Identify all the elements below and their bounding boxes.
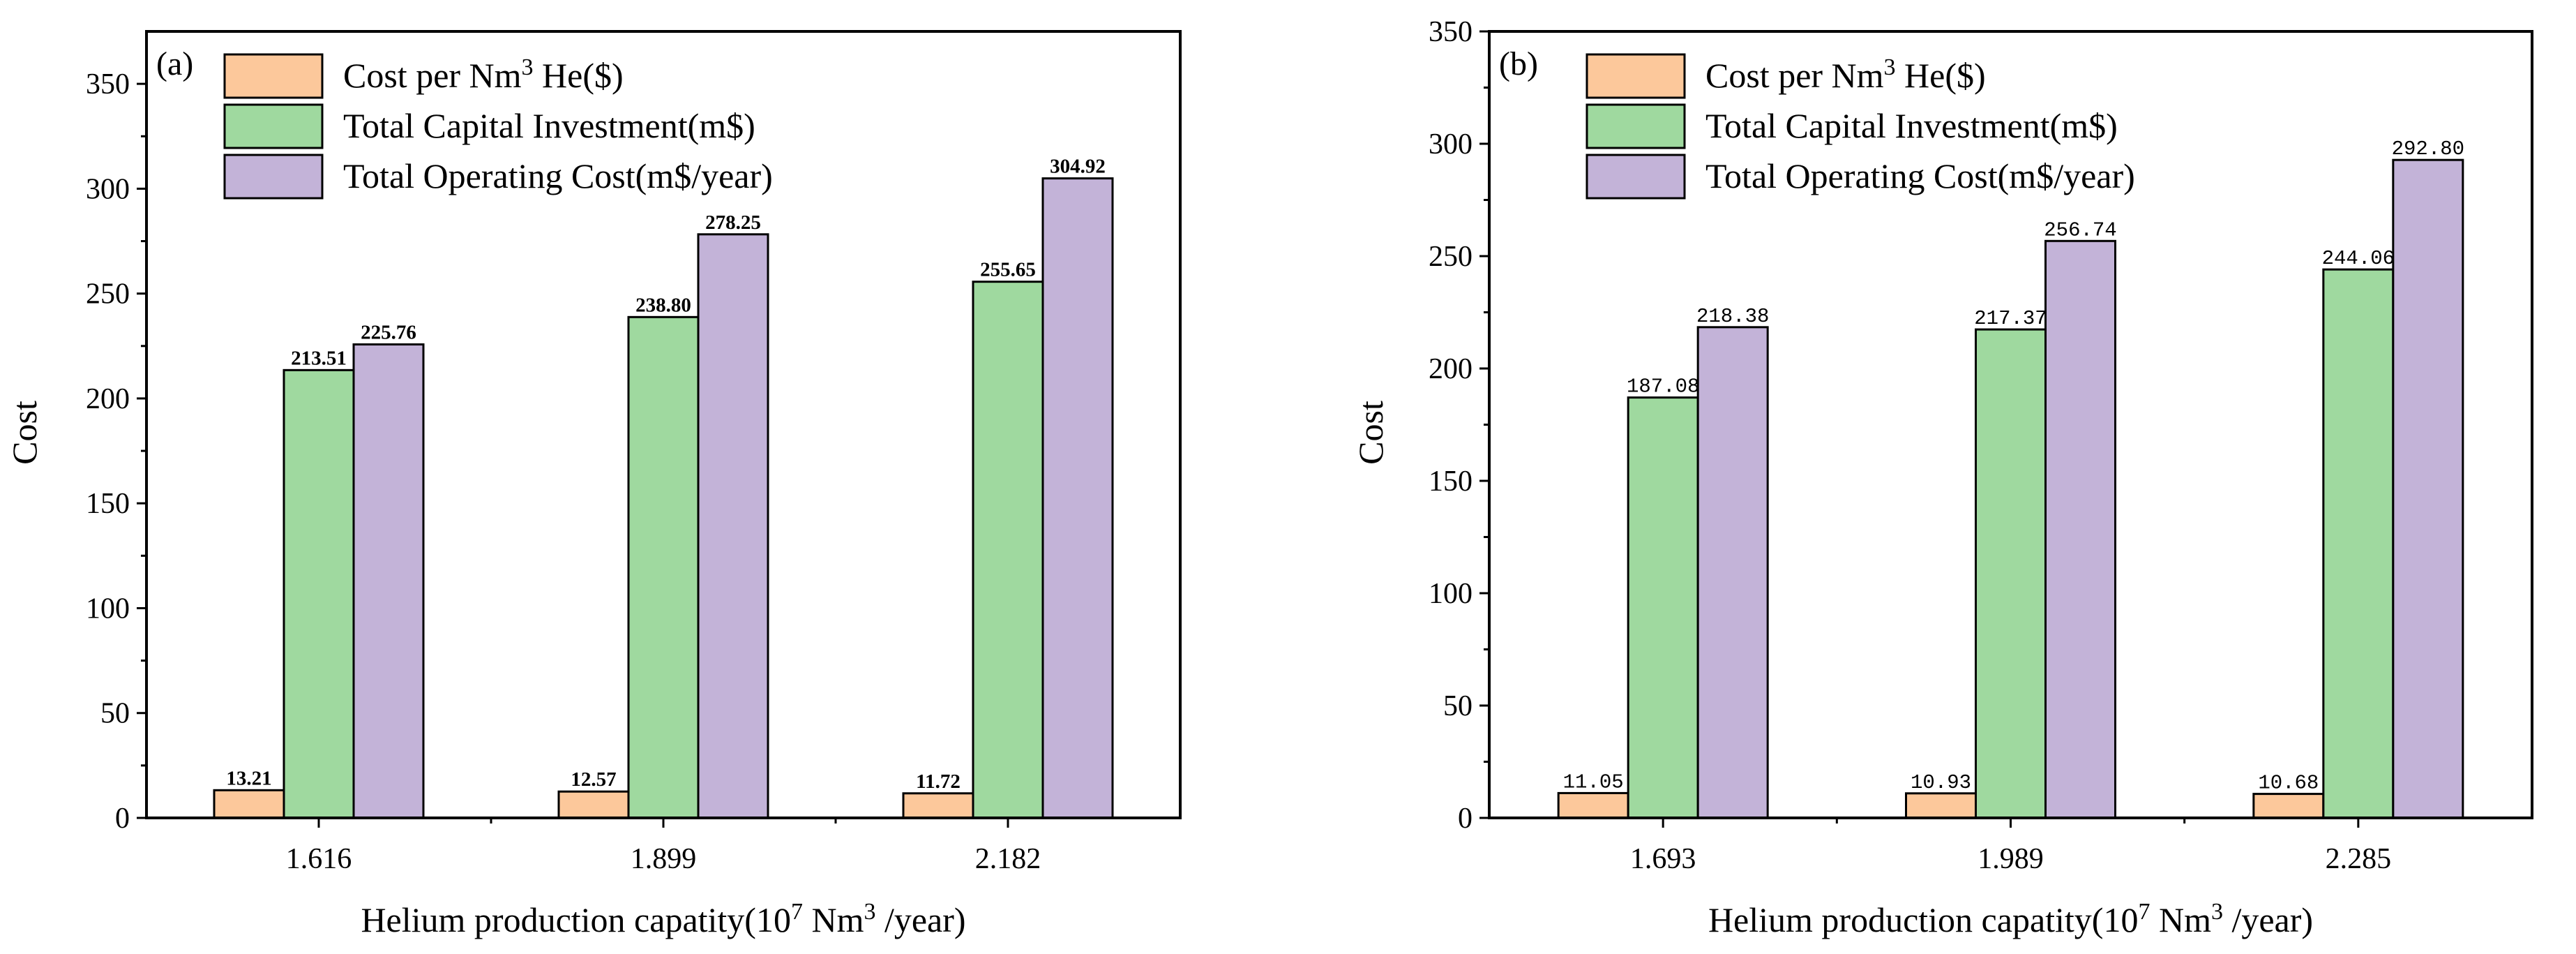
bar-cost-3 [2252, 793, 2325, 819]
x-axis-title: Helium production capatity(107 Nm3 /year… [1708, 899, 2313, 939]
bar-capital-2 [627, 315, 700, 819]
x-axis-title-mid: Nm [803, 900, 864, 939]
bar-capital-2 [1975, 328, 2047, 819]
bar-operating-2 [2044, 239, 2116, 819]
x-axis-title-post: /year) [2223, 900, 2313, 939]
data-label: 255.65 [980, 259, 1036, 281]
data-label: 225.76 [361, 322, 416, 344]
x-tick-label: 2.285 [2326, 843, 2392, 875]
y-tick-label: 50 [1443, 690, 1472, 722]
bar-cost-1 [213, 789, 285, 819]
legend-label-sup: 3 [522, 54, 534, 80]
data-label: 213.51 [291, 347, 347, 369]
legend-swatch-cost [223, 53, 324, 99]
data-label: 218.38 [1696, 305, 1769, 328]
data-label: 238.80 [635, 294, 691, 316]
bar-operating-3 [1041, 177, 1114, 819]
x-axis-title-sup: 3 [864, 899, 875, 925]
x-axis-title-pre: Helium production capatity(10 [1708, 900, 2139, 939]
bar-operating-3 [2392, 158, 2464, 819]
x-tick-label: 1.693 [1630, 843, 1696, 875]
y-tick-label: 0 [115, 803, 130, 835]
legend-swatch-cost [1585, 53, 1686, 99]
legend-label: Cost per Nm3 He($) [343, 54, 624, 95]
data-label: 13.21 [226, 767, 271, 789]
panel-label: (b) [1499, 45, 1538, 82]
y-tick-label: 100 [1429, 578, 1472, 610]
bar-cost-2 [1905, 792, 1977, 819]
bar-operating-1 [352, 343, 425, 819]
legend-label-sup: 3 [1884, 54, 1896, 80]
y-axis-title: Cost [5, 401, 44, 465]
x-axis-title-sup: 7 [791, 899, 803, 925]
legend-label-main: Total Capital Investment(m$) [1705, 106, 2118, 145]
y-tick-label: 150 [86, 488, 130, 520]
data-label: 278.25 [705, 211, 761, 234]
bar-cost-3 [902, 792, 974, 819]
x-axis-title-sup: 3 [2211, 899, 2223, 925]
data-label: 10.93 [1911, 771, 1971, 794]
data-label: 12.57 [571, 768, 616, 791]
y-tick-label: 350 [1429, 16, 1472, 48]
x-tick-label: 2.182 [975, 843, 1041, 875]
legend-label-main: Cost per Nm [1705, 56, 1884, 95]
data-label: 244.06 [2322, 247, 2395, 270]
x-tick-label: 1.989 [1978, 843, 2044, 875]
y-tick-label: 0 [1458, 803, 1472, 835]
x-axis-title-post: /year) [875, 900, 965, 939]
y-tick-label: 100 [86, 592, 130, 625]
bar-capital-3 [2322, 268, 2395, 819]
x-axis-title-pre: Helium production capatity(10 [361, 900, 791, 939]
legend-label-main: Total Operating Cost(m$/year) [343, 156, 773, 195]
y-tick-label: 250 [86, 278, 130, 311]
legend-label: Total Operating Cost(m$/year) [1705, 156, 2135, 195]
legend-label: Total Capital Investment(m$) [1705, 106, 2118, 145]
x-axis-title-sup: 7 [2138, 899, 2150, 925]
data-label: 11.72 [916, 770, 961, 793]
chart-panel-b: 11.05 10.93 10.68 187.08 217.37 244.06 218.38 2… [1351, 16, 2533, 939]
y-tick-label: 200 [86, 383, 130, 415]
legend-swatch-operating [223, 154, 324, 200]
chart-panel-a: 13.21 12.57 11.72 213.51 238.80 255.65 225.76 2… [5, 30, 1182, 939]
data-label: 217.37 [1974, 307, 2047, 330]
data-label: 256.74 [2044, 218, 2116, 241]
legend-swatch-capital [223, 103, 324, 149]
bar-operating-2 [697, 233, 769, 819]
legend-label-tail: He($) [534, 56, 624, 95]
bar-cost-1 [1557, 791, 1629, 819]
x-axis-title: Helium production capatity(107 Nm3 /year… [361, 899, 965, 939]
y-tick-label: 300 [1429, 128, 1472, 161]
bar-capital-3 [972, 281, 1044, 819]
y-axis-title: Cost [1351, 401, 1390, 465]
x-axis-title-mid: Nm [2150, 900, 2211, 939]
legend-swatch-operating [1585, 154, 1686, 200]
bar-cost-2 [557, 790, 630, 819]
legend-label-main: Total Operating Cost(m$/year) [1705, 156, 2135, 195]
y-tick-label: 200 [1429, 353, 1472, 385]
data-label: 10.68 [2258, 772, 2319, 795]
bar-operating-1 [1696, 326, 1769, 819]
legend-label: Total Capital Investment(m$) [343, 106, 755, 145]
legend-label: Cost per Nm3 He($) [1705, 54, 1986, 95]
y-tick-label: 350 [86, 68, 130, 100]
legend-label-tail: He($) [1896, 56, 1986, 95]
data-label: 304.92 [1050, 156, 1106, 178]
y-tick-label: 300 [86, 173, 130, 205]
y-tick-label: 250 [1429, 241, 1472, 273]
y-tick-label: 50 [100, 698, 130, 730]
y-tick-label: 150 [1429, 465, 1472, 498]
data-label: 292.80 [2392, 137, 2464, 161]
data-label: 187.08 [1627, 375, 1699, 398]
x-tick-label: 1.616 [286, 843, 352, 875]
legend-swatch-capital [1585, 103, 1686, 149]
data-label: 11.05 [1563, 770, 1624, 793]
panel-label: (a) [156, 45, 193, 82]
legend-label: Total Operating Cost(m$/year) [343, 156, 773, 195]
bar-capital-1 [283, 368, 355, 819]
x-tick-label: 1.899 [631, 843, 697, 875]
legend-label-main: Total Capital Investment(m$) [343, 106, 755, 145]
bar-capital-1 [1627, 396, 1699, 819]
legend-label-main: Cost per Nm [343, 56, 522, 95]
